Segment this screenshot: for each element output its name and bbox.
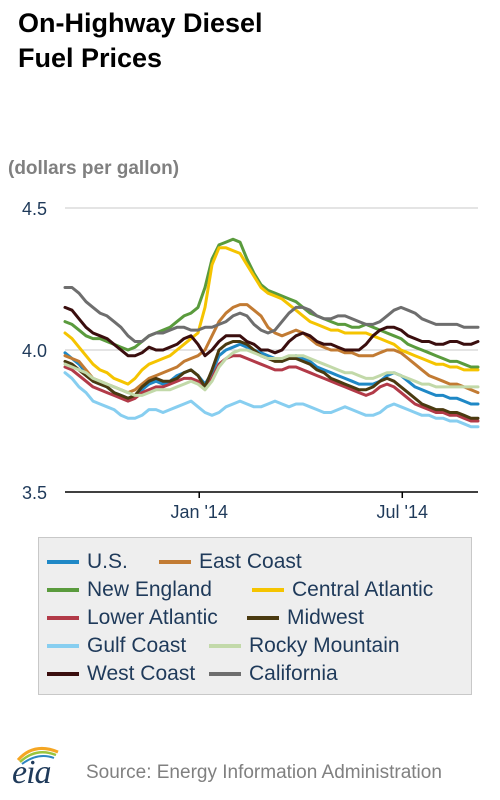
legend-item: Gulf Coast [47, 632, 186, 660]
legend-item: Rocky Mountain [209, 632, 400, 660]
y-tick-label: 4.0 [22, 341, 47, 361]
legend: U.S. East Coast New England Central Atlanti… [38, 537, 472, 695]
legend-swatch [47, 616, 79, 620]
chart-title: On-Highway Diesel Fuel Prices [18, 6, 478, 76]
x-tick-label: Jan '14 [170, 502, 227, 522]
legend-swatch [47, 672, 79, 676]
legend-swatch [209, 644, 241, 648]
source-note: Source: Energy Information Administratio… [86, 762, 442, 783]
series-line-new-england [63, 237, 480, 369]
legend-swatch [47, 644, 79, 648]
legend-swatch [47, 588, 79, 592]
legend-label: Rocky Mountain [249, 634, 400, 657]
legend-label: California [249, 662, 338, 685]
eia-sun-arc-logo-icon [16, 746, 59, 765]
legend-label: New England [87, 578, 212, 601]
legend-item: East Coast [159, 548, 302, 576]
y-tick-label: 4.5 [22, 199, 47, 219]
line-chart: 3.5 4.0 4.5 Jan '14 Jul '14 [22, 199, 480, 522]
legend-label: East Coast [199, 550, 302, 573]
series-line-rocky-mountain [63, 348, 480, 397]
legend-item: Lower Atlantic [47, 604, 218, 632]
legend-label: Lower Atlantic [87, 606, 218, 629]
legend-item: West Coast [47, 660, 195, 688]
legend-item: Midwest [247, 604, 364, 632]
legend-item: New England [47, 576, 212, 604]
y-tick-label: 3.5 [22, 483, 47, 503]
series-line-gulf-coast [63, 371, 480, 429]
legend-label: West Coast [87, 662, 196, 685]
legend-label: U.S. [87, 550, 128, 573]
legend-swatch [247, 616, 279, 620]
title-line-2: Fuel Prices [18, 43, 163, 73]
legend-label: Midwest [287, 606, 365, 629]
legend-swatch [47, 560, 79, 564]
x-tick-label: Jul '14 [377, 502, 428, 522]
legend-swatch [252, 588, 284, 592]
series-line-west-coast [63, 305, 480, 358]
logo-text: eia [12, 754, 52, 791]
legend-swatch [159, 560, 191, 564]
series-line-california [63, 286, 480, 343]
series-line-central-atlantic [63, 246, 480, 386]
legend-label: Gulf Coast [87, 634, 187, 657]
legend-item: Central Atlantic [252, 576, 433, 604]
eia-logo: eia [12, 740, 72, 792]
title-line-1: On-Highway Diesel [18, 8, 263, 38]
legend-swatch [209, 672, 241, 676]
units-label: (dollars per gallon) [8, 158, 180, 179]
legend-item: California [209, 660, 338, 688]
legend-item: U.S. [47, 548, 128, 576]
legend-label: Central Atlantic [292, 578, 434, 601]
series-line-lower-atlantic [63, 354, 480, 423]
